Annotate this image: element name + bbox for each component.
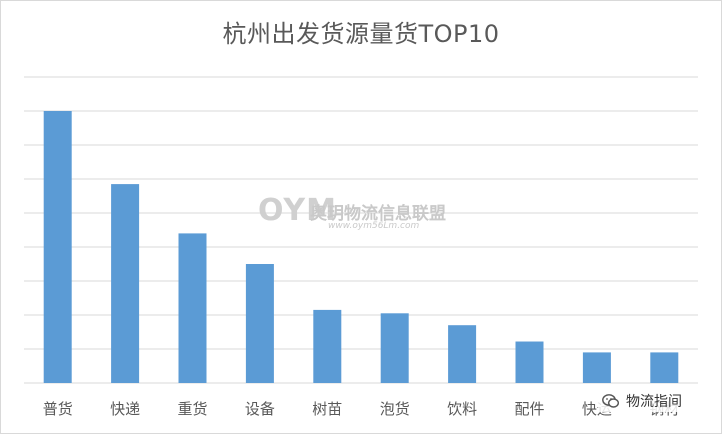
bar-8: [515, 341, 544, 383]
bar-5: [313, 309, 342, 383]
watermark-name: 奥玥物流信息联盟: [310, 204, 446, 224]
bar-6: [380, 313, 409, 383]
x-tick-label: 泡货: [380, 400, 410, 418]
bar-1: [43, 111, 72, 383]
watermark-logo: OYM: [258, 193, 338, 228]
bar-4: [245, 264, 274, 383]
x-tick-label: 配件: [514, 400, 544, 418]
bar-10: [650, 352, 679, 383]
watermark: OYM 奥玥物流信息联盟 www.oym56Lm.com: [258, 193, 446, 231]
watermark-url: www.oym56Lm.com: [328, 221, 420, 231]
x-tick-label: 普货: [43, 400, 73, 418]
x-tick-label: 快递: [110, 400, 140, 418]
x-tick-label: 饮料: [447, 400, 477, 418]
x-tick-label: 重货: [177, 400, 207, 418]
chart-title: 杭州出发货源量货TOP10: [222, 20, 500, 48]
bar-7: [448, 325, 477, 383]
bar-3: [178, 233, 207, 383]
brand-label: 物流指间: [626, 394, 682, 410]
x-tick-label: 设备: [245, 400, 275, 418]
x-tick-label: 树苗: [312, 400, 342, 418]
brand-badge: 物流指间: [598, 390, 686, 412]
bar-9: [582, 352, 611, 383]
bar-2: [111, 184, 140, 383]
wechat-icon: [602, 394, 620, 408]
